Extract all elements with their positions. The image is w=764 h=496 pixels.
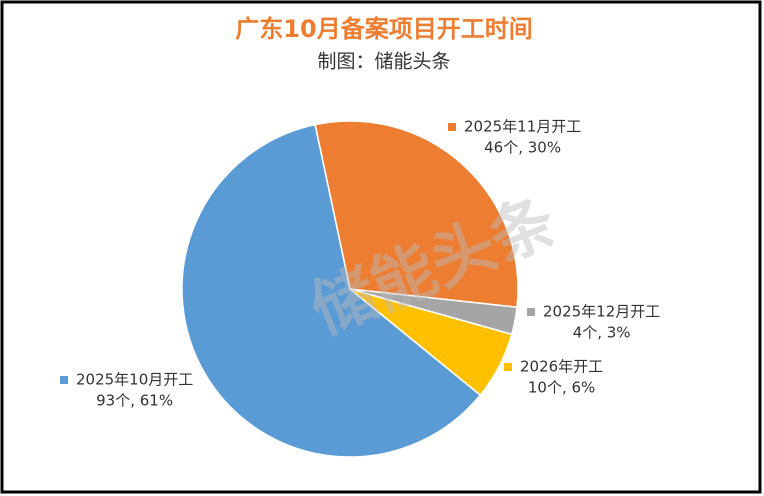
data-label: 10个, 6% [528, 379, 595, 397]
label-marker [527, 308, 535, 316]
label-category: 2025年10月开工 [76, 371, 193, 389]
data-label: 93个, 61% [96, 392, 173, 410]
pie [181, 120, 519, 458]
label-category: 2025年12月开工 [543, 303, 660, 321]
pie-slice [181, 123, 482, 458]
label-marker [504, 363, 512, 371]
label-category: 2025年11月开工 [464, 118, 581, 136]
pie-slice [314, 120, 519, 309]
label-marker [448, 123, 456, 131]
chart-subtitle: 制图：储能头条 [317, 51, 450, 73]
label-category: 2026年开工 [520, 358, 603, 376]
data-label: 46个, 30% [484, 139, 561, 157]
label-marker [60, 376, 68, 384]
labels: 2025年11月开工 46个, 30% 2025年12月开工 4个, 3% 2026年开… [60, 118, 660, 410]
chart-title: 广东10月备案项目开工时间 [235, 15, 532, 43]
data-label: 4个, 3% [573, 324, 631, 342]
